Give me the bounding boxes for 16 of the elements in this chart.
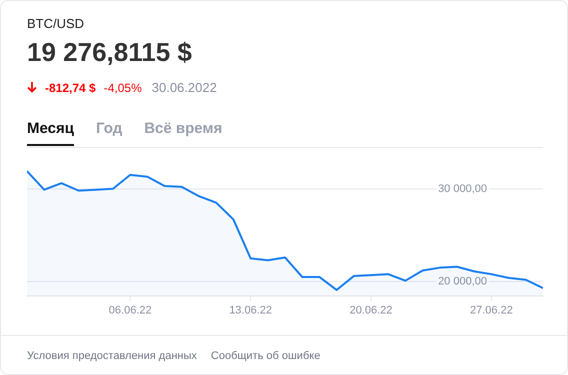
- text: -4,05%: [104, 81, 142, 95]
- chart-title: BTC/USD: [27, 16, 84, 31]
- text: Всё время: [144, 120, 222, 137]
- y-tick-label: 20 000,00: [438, 276, 487, 288]
- text: Год: [96, 120, 122, 137]
- text: -812,74 $: [45, 81, 96, 95]
- text: Месяц: [27, 120, 74, 146]
- text: Сообщить об ошибке: [210, 350, 320, 362]
- x-tick-label: 20.06.22: [350, 304, 392, 317]
- chart-subtitle: 19 276,8115 $: [27, 37, 192, 68]
- text: 30.06.2022: [152, 80, 217, 95]
- x-tick-label: 06.06.22: [108, 304, 152, 317]
- y-tick-label: 30 000,00: [438, 182, 487, 195]
- x-tick-label: 27.06.22: [470, 304, 513, 317]
- x-tick-label: 13.06.22: [229, 304, 272, 317]
- text: Условия предоставления данных: [27, 350, 197, 362]
